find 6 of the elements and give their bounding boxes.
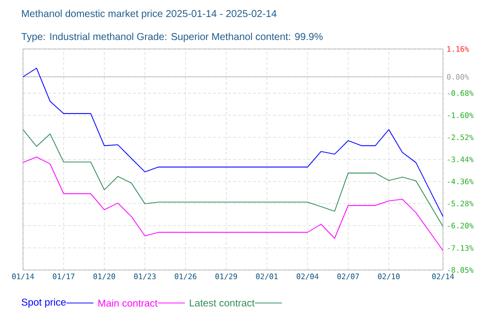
legend-label: Spot price <box>22 298 66 308</box>
line-series <box>22 68 444 217</box>
chart-title: Methanol domestic market price 2025-01-14 - 2025-02-14 <box>22 10 277 20</box>
legend-label: Latest contract <box>190 300 255 306</box>
chart-subtitle: Type: Industrial methanol Grade: Superior Methanol content: 99.9% <box>21 32 323 42</box>
legend-label: Main contract <box>98 299 158 307</box>
